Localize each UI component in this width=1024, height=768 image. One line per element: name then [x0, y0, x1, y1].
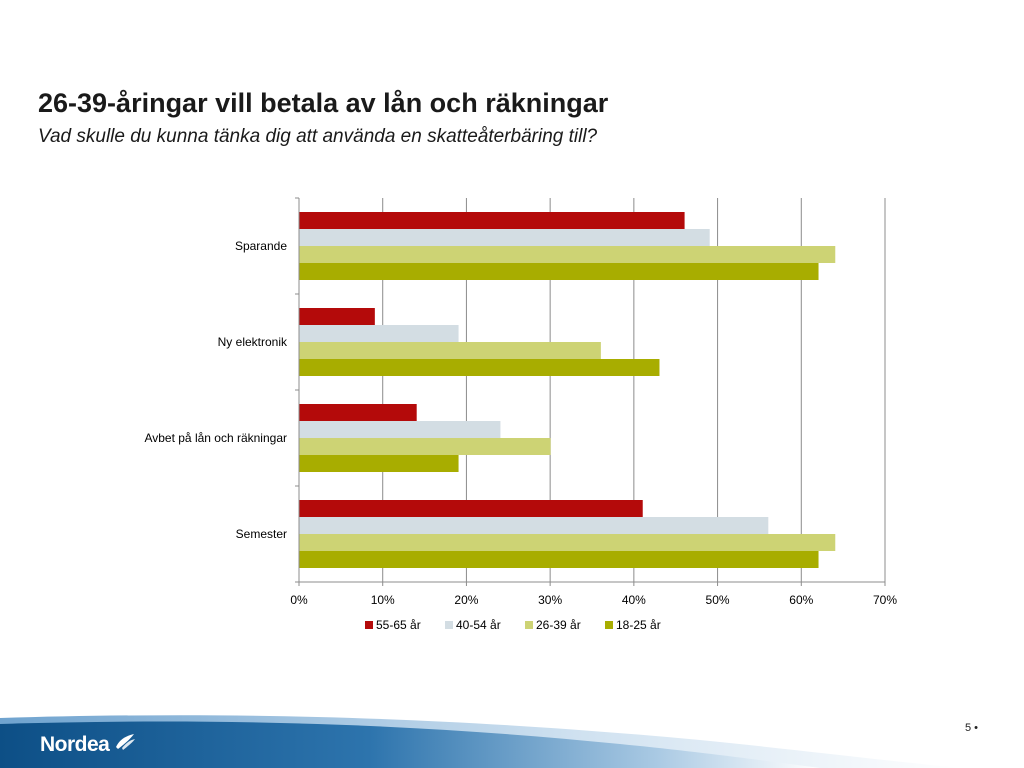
legend-label: 26-39 år [536, 618, 581, 632]
category-label: Semester [236, 527, 287, 541]
page-number: 5 • [964, 722, 978, 734]
legend-swatch [365, 621, 373, 629]
bar [299, 246, 836, 263]
x-tick-label: 10% [371, 593, 395, 607]
bar [299, 534, 836, 551]
nordea-logo: Nordea [40, 733, 110, 756]
x-tick-label: 0% [290, 593, 308, 607]
x-tick-label: 20% [454, 593, 478, 607]
legend-swatch [525, 621, 533, 629]
legend-label: 40-54 år [456, 618, 501, 632]
legend-label: 55-65 år [376, 618, 421, 632]
bar-chart: 0% 10% 20% 30% 40% 50% 60% 70% Sparande Ny elektr… [144, 197, 897, 632]
legend-swatch [605, 621, 613, 629]
bar [299, 500, 643, 517]
bar [299, 404, 417, 421]
x-tick-label: 70% [873, 593, 897, 607]
x-tick-label: 50% [706, 593, 730, 607]
bar [299, 421, 501, 438]
category-label: Ny elektronik [218, 335, 288, 349]
x-tick-label: 30% [538, 593, 562, 607]
bar [299, 229, 710, 246]
slide-title: 26-39-åringar vill betala av lån och räk… [38, 88, 609, 118]
footer-wave [0, 715, 960, 768]
bar [299, 325, 459, 342]
bar [299, 551, 819, 568]
bar [299, 212, 685, 229]
bar [299, 359, 660, 376]
nordea-sail-icon [116, 734, 135, 750]
bar [299, 342, 601, 359]
x-tick-label: 40% [622, 593, 646, 607]
bar [299, 308, 375, 325]
bar [299, 438, 551, 455]
legend-swatch [445, 621, 453, 629]
x-tick-label: 60% [789, 593, 813, 607]
bar [299, 455, 459, 472]
bar [299, 263, 819, 280]
bar [299, 517, 769, 534]
slide-subtitle: Vad skulle du kunna tänka dig att använd… [38, 126, 598, 147]
category-label: Sparande [235, 239, 287, 253]
legend-label: 18-25 år [616, 618, 661, 632]
category-label: Avbet på lån och räkningar [144, 431, 287, 445]
